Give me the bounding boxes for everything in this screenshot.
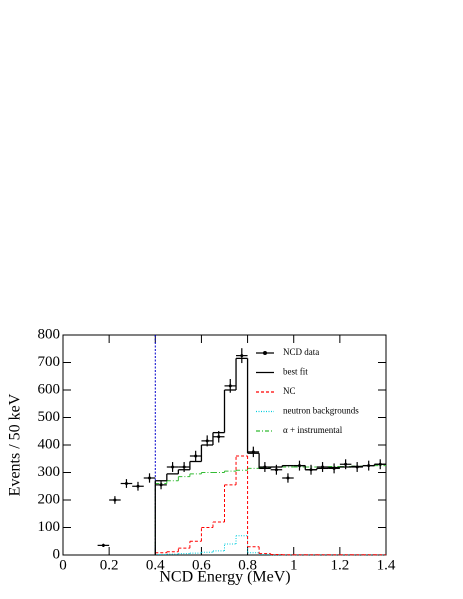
data-point xyxy=(171,465,175,469)
x-tick-label: 0.4 xyxy=(146,557,165,573)
x-tick-label: 0.6 xyxy=(192,557,211,573)
legend-label: α + instrumental xyxy=(283,425,343,435)
y-axis-title: Events / 50 keV xyxy=(7,393,24,496)
data-point xyxy=(217,435,221,439)
data-point xyxy=(263,465,267,469)
legend-label: neutron backgrounds xyxy=(283,406,359,416)
data-point xyxy=(136,484,140,488)
data-point xyxy=(378,462,382,466)
data-point xyxy=(321,465,325,469)
data-point xyxy=(251,450,255,454)
y-tick-label: 100 xyxy=(38,519,61,535)
data-point xyxy=(332,466,336,470)
x-tick-label: 0 xyxy=(59,557,67,573)
data-point xyxy=(205,439,209,443)
data-point xyxy=(124,482,128,485)
data-point xyxy=(194,454,198,458)
y-tick-label: 800 xyxy=(38,326,61,342)
data-point xyxy=(148,476,152,480)
y-tick-label: 200 xyxy=(38,491,61,507)
y-tick-label: 500 xyxy=(38,409,61,425)
y-tick-label: 400 xyxy=(38,436,61,452)
data-point xyxy=(101,543,105,547)
x-tick-label: 1.2 xyxy=(330,557,349,573)
data-point xyxy=(286,476,290,480)
data-point xyxy=(240,354,244,358)
x-tick-label: 0.2 xyxy=(100,557,119,573)
data-point xyxy=(228,384,232,388)
data-point xyxy=(274,468,278,472)
data-point xyxy=(297,464,301,468)
data-point xyxy=(309,468,313,472)
data-point xyxy=(113,498,117,502)
data-point xyxy=(355,465,359,469)
legend-label: NC xyxy=(283,386,296,396)
data-point xyxy=(182,465,186,469)
x-tick-label: 1 xyxy=(290,557,298,573)
legend-label: best fit xyxy=(283,367,308,377)
data-point xyxy=(367,464,371,468)
legend-marker xyxy=(263,351,267,355)
data-point xyxy=(344,462,348,466)
x-tick-label: 0.8 xyxy=(238,557,257,573)
x-tick-label: 1.4 xyxy=(377,557,396,573)
legend-label: NCD data xyxy=(283,347,319,357)
x-axis-title: NCD Energy (MeV) xyxy=(159,569,290,586)
y-tick-label: 300 xyxy=(38,464,61,480)
y-tick-label: 600 xyxy=(38,381,61,397)
y-tick-label: 0 xyxy=(53,546,61,562)
y-tick-label: 700 xyxy=(38,354,61,370)
data-point xyxy=(159,483,163,487)
